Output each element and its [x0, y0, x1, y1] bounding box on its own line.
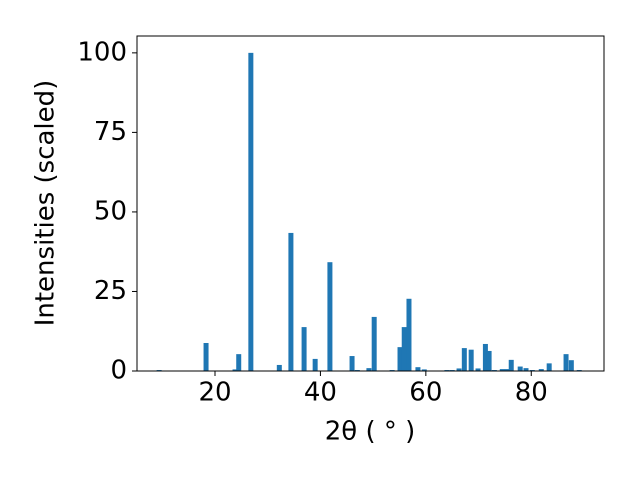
bar [288, 232, 294, 371]
bar [371, 316, 377, 371]
y-tick-label: 50 [94, 196, 127, 226]
x-tick-label: 60 [409, 378, 442, 408]
bar [504, 369, 510, 371]
bar [415, 367, 421, 371]
y-tick-label: 25 [94, 276, 127, 306]
bar [401, 327, 407, 371]
bar [482, 343, 488, 371]
x-tick-label: 80 [515, 378, 548, 408]
bar [563, 354, 569, 371]
bar [568, 360, 574, 371]
bar [406, 298, 412, 371]
bar [327, 262, 333, 371]
bar [203, 343, 209, 371]
bar [276, 364, 282, 371]
bar [301, 327, 307, 371]
plot-area [156, 52, 582, 371]
bar [523, 368, 529, 371]
bar [517, 366, 523, 371]
axes-frame [136, 35, 605, 372]
bar [499, 369, 505, 371]
y-tick-label: 100 [77, 37, 127, 67]
bar [475, 368, 481, 371]
bar [421, 369, 427, 371]
bar [486, 350, 492, 371]
bar [236, 354, 242, 371]
y-axis-label: Intensities (scaled) [31, 80, 61, 327]
x-axis-label: 2θ ( ° ) [325, 417, 416, 447]
bar [538, 369, 544, 371]
bar [232, 369, 238, 371]
y-tick-label: 0 [110, 356, 127, 386]
x-tick-label: 20 [198, 378, 231, 408]
bar [468, 349, 474, 371]
bar [546, 363, 552, 371]
y-tick-label: 75 [94, 117, 127, 147]
bar [312, 358, 318, 371]
x-tick-label: 40 [304, 378, 337, 408]
bar [456, 368, 462, 371]
bar [349, 356, 355, 371]
bar [508, 359, 514, 371]
bar [461, 348, 467, 371]
bar [397, 347, 403, 371]
bar [366, 368, 372, 371]
bar [248, 52, 254, 371]
